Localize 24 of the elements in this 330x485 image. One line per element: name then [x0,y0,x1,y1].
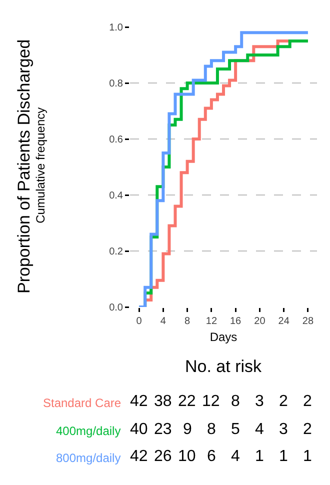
text: Standard Care [43,396,122,410]
x-tick-label: 8 [184,316,191,327]
text: 42 38 22 12 8 3 2 2 [130,393,312,410]
x-tick-label: 12 [206,316,218,327]
y-tick-label: 0.8 [109,78,124,90]
x-tick-label: 16 [230,316,242,327]
y-tick-label: 0.6 [109,134,124,146]
x-axis-title: Days [210,330,238,344]
x-tick-label: 28 [302,316,314,327]
y-tick-label: 0.2 [109,246,124,258]
x-tick-label: 20 [254,316,266,327]
x-tick-label: 0 [136,316,142,327]
text: 42 26 10 6 4 1 1 1 [130,448,312,465]
x-tick-label: 4 [160,316,166,327]
x-tick-label: 24 [278,316,290,327]
text: 400mg/daily [56,424,121,438]
text: 40 23 9 8 5 4 3 2 [130,421,312,438]
text: Cumulative frequency [34,107,48,224]
y-tick-label: 1.0 [109,22,124,34]
text: 800mg/daily [56,451,121,465]
y-tick-label: 0.0 [109,302,124,314]
y-tick-label: 0.4 [109,190,124,202]
text: No. at risk [185,357,262,376]
y-axis-title: Proportion of Patients Discharged [14,39,34,294]
